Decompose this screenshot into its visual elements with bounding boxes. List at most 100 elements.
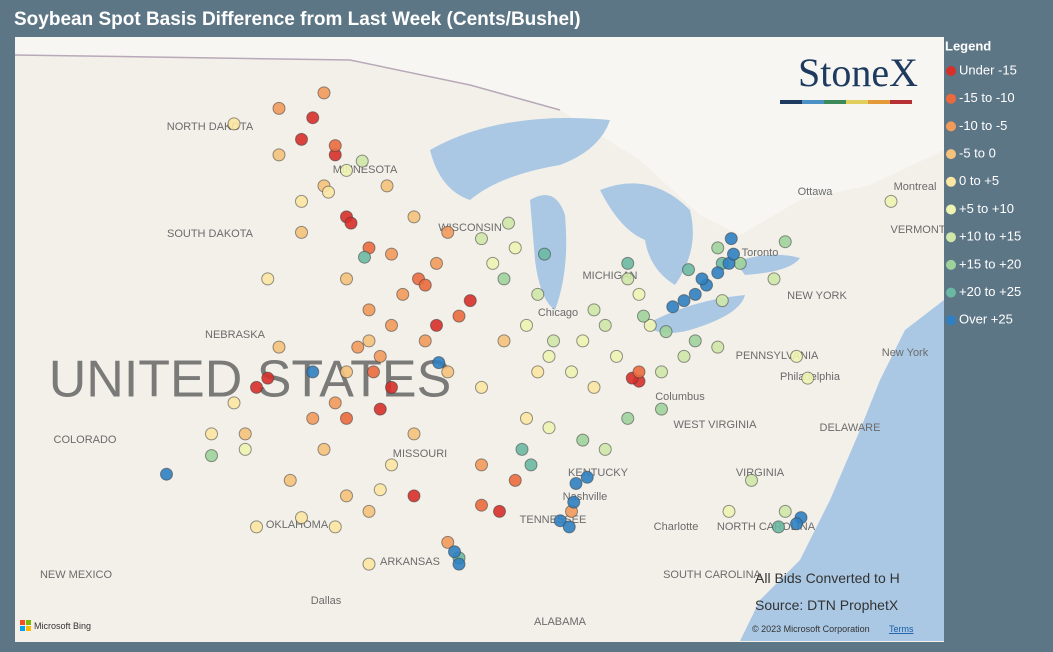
bid-point <box>448 545 461 559</box>
note: All Bids Converted to H <box>755 570 900 586</box>
bid-point <box>407 210 421 224</box>
bid-point <box>227 396 241 410</box>
bid-point <box>486 256 500 270</box>
place-label: COLORADO <box>54 434 117 446</box>
bid-point <box>637 309 650 323</box>
bid-point <box>538 247 551 261</box>
bid-point <box>306 411 320 425</box>
bid-point <box>576 433 590 447</box>
bid-point <box>621 256 635 270</box>
copyright: © 2023 Microsoft Corporation <box>752 624 870 634</box>
bid-point <box>524 458 538 472</box>
bid-point <box>272 101 286 115</box>
bid-point <box>351 340 365 354</box>
place-label: WEST VIRGINIA <box>674 419 758 431</box>
legend-swatch <box>946 287 956 298</box>
bid-point <box>328 139 342 153</box>
bid-point <box>261 272 275 286</box>
bid-point <box>475 498 488 512</box>
bid-point <box>884 194 898 208</box>
bid-point <box>355 154 369 168</box>
bid-point <box>567 495 581 509</box>
legend-label: +5 to +10 <box>959 201 1014 216</box>
bid-point <box>677 294 691 308</box>
bid-point <box>475 232 488 246</box>
bid-point <box>295 511 308 525</box>
bid-point <box>711 340 725 354</box>
bid-point <box>340 365 353 379</box>
place-label: ARKANSAS <box>380 556 440 568</box>
bid-point <box>418 278 432 292</box>
bid-point <box>306 365 320 379</box>
bid-point <box>745 473 758 487</box>
bid-point <box>452 557 466 571</box>
bid-point <box>385 318 398 332</box>
bid-point <box>531 365 545 379</box>
legend-swatch <box>946 176 956 187</box>
place-label: New York <box>882 347 929 359</box>
bid-point <box>205 449 218 463</box>
bid-point <box>407 427 421 441</box>
bid-point <box>322 185 335 199</box>
place-label: VERMONT <box>891 224 946 236</box>
bid-point <box>432 356 446 370</box>
logo-bar <box>846 100 868 104</box>
bid-point <box>778 235 792 249</box>
legend-swatch <box>946 121 956 132</box>
bid-point <box>340 272 353 286</box>
bid-point <box>632 287 646 301</box>
bid-point <box>373 483 387 497</box>
bid-point <box>328 396 342 410</box>
bid-point <box>580 470 594 484</box>
bid-point <box>261 371 275 385</box>
canada-land <box>15 37 944 235</box>
bid-point <box>542 349 556 363</box>
terms-link[interactable]: Terms <box>889 624 914 634</box>
logo-bar <box>868 100 890 104</box>
legend-swatch <box>946 232 956 243</box>
bid-point <box>621 272 635 286</box>
bid-point <box>643 318 657 332</box>
bid-point <box>502 216 515 230</box>
bid-point <box>205 427 218 441</box>
bid-point <box>340 489 353 503</box>
logo-bar <box>780 100 802 104</box>
bid-point <box>340 163 353 177</box>
bid-point <box>515 442 529 456</box>
bid-point <box>362 557 376 571</box>
place-label: Columbus <box>655 391 705 403</box>
logo-bar <box>890 100 912 104</box>
bid-point <box>598 318 612 332</box>
bid-point <box>283 473 297 487</box>
bid-point <box>385 247 398 261</box>
bid-point <box>790 517 803 531</box>
bid-point <box>587 380 601 394</box>
bid-point <box>367 365 380 379</box>
bid-point <box>801 371 815 385</box>
bid-point <box>306 111 320 125</box>
legend-label: +10 to +15 <box>959 229 1021 244</box>
legend-label: Under -15 <box>959 62 1017 77</box>
bid-point <box>553 514 567 528</box>
bid-point <box>238 427 252 441</box>
place-label: NEW YORK <box>787 290 847 302</box>
place-label: Dallas <box>311 595 342 607</box>
bid-point <box>587 303 601 317</box>
place-label: MISSOURI <box>393 448 447 460</box>
logo-bar <box>802 100 824 104</box>
bid-point <box>452 309 466 323</box>
bid-point <box>772 520 785 534</box>
bid-point <box>547 334 560 348</box>
bid-point <box>317 442 331 456</box>
bid-point <box>160 467 173 481</box>
legend-title: Legend <box>945 38 991 53</box>
legend-swatch <box>946 315 956 326</box>
bid-point <box>695 272 709 286</box>
bid-point <box>463 294 477 308</box>
legend-swatch <box>946 259 956 270</box>
bid-point <box>475 458 488 472</box>
bid-point <box>655 402 668 416</box>
lake-ontario <box>735 254 800 275</box>
bid-point <box>441 225 455 239</box>
